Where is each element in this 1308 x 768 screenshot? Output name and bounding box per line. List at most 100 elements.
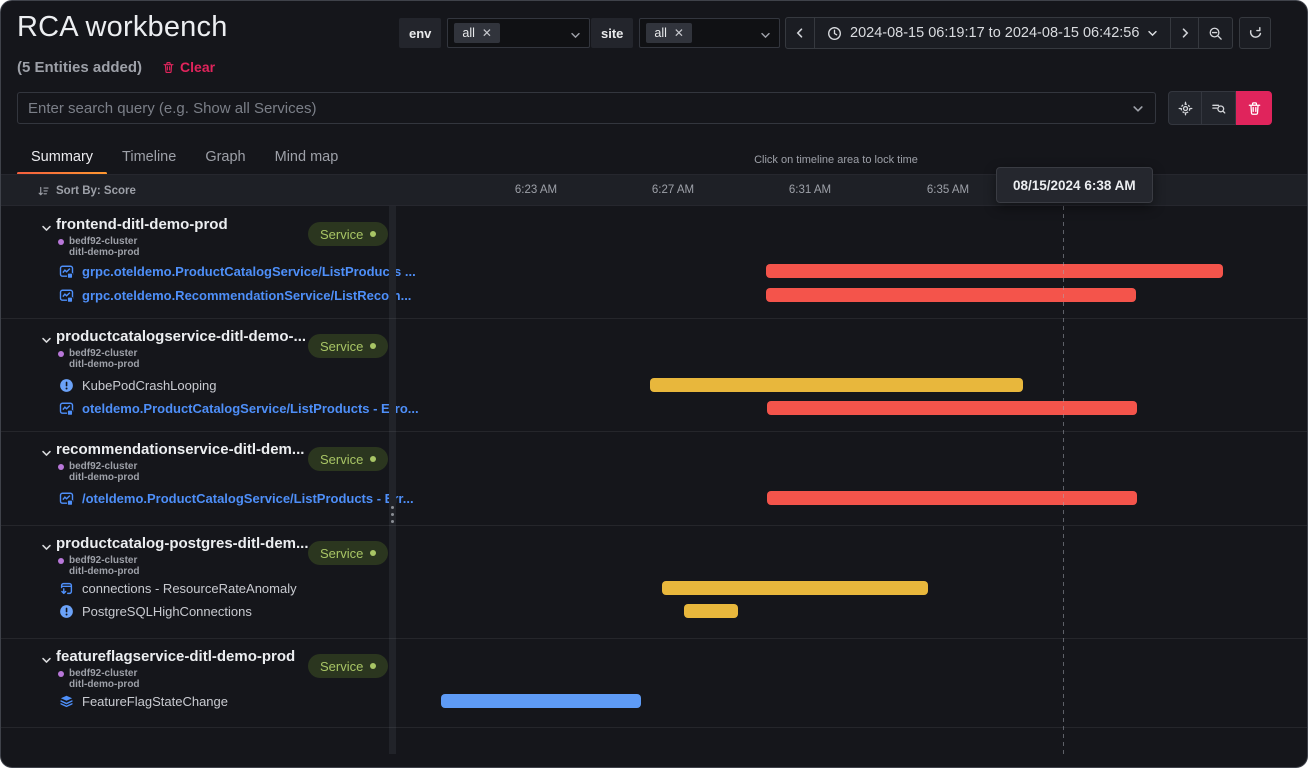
entity-name[interactable]: productcatalog-postgres-ditl-dem... — [56, 535, 309, 552]
entity-name[interactable]: productcatalogservice-ditl-demo-... — [56, 328, 307, 345]
row-separator — [1, 431, 1307, 432]
clear-entities-button[interactable]: Clear — [156, 58, 221, 76]
entity-item[interactable]: grpc.oteldemo.RecommendationService/List… — [59, 286, 411, 304]
delete-query-button[interactable] — [1236, 91, 1272, 125]
tab-summary[interactable]: Summary — [17, 140, 108, 175]
item-label[interactable]: grpc.oteldemo.ProductCatalogService/List… — [82, 263, 416, 279]
chevron-down-icon[interactable] — [1132, 102, 1144, 120]
env-chip-value: all — [462, 26, 475, 40]
clear-label: Clear — [180, 59, 216, 75]
time-shift-back-button[interactable] — [786, 18, 814, 48]
axis-tick: 6:23 AM — [514, 184, 558, 196]
chevron-down-icon[interactable] — [41, 540, 52, 558]
axis-tick: 6:31 AM — [788, 184, 832, 196]
cluster-dot-icon — [58, 558, 64, 564]
timeline-bar-red[interactable] — [766, 288, 1136, 302]
entity-item[interactable]: oteldemo.ProductCatalogService/ListProdu… — [59, 399, 419, 417]
namespace-label: ditl-demo-prod — [69, 472, 140, 483]
refresh-button[interactable] — [1239, 17, 1271, 49]
entities-summary-row: (5 Entities added) Clear — [17, 58, 221, 76]
sort-by-button[interactable]: Sort By: Score — [37, 175, 136, 207]
search-list-icon — [1212, 104, 1226, 114]
trace-icon — [59, 264, 74, 279]
timeline-bar-yellow[interactable] — [650, 378, 1023, 392]
tab-mind-map[interactable]: Mind map — [261, 140, 353, 173]
entity-name[interactable]: recommendationservice-ditl-dem... — [56, 441, 305, 458]
clock-icon — [828, 26, 841, 40]
namespace-label: ditl-demo-prod — [69, 566, 140, 577]
timeline-bar-red[interactable] — [767, 401, 1137, 415]
time-range-button[interactable]: 2024-08-15 06:19:17 to 2024-08-15 06:42:… — [814, 18, 1170, 48]
time-cursor-line — [1063, 206, 1064, 754]
chevron-down-icon[interactable] — [41, 333, 52, 351]
site-filter-chip: all ✕ — [646, 23, 692, 43]
trace-icon — [59, 491, 74, 506]
entity-name[interactable]: frontend-ditl-demo-prod — [56, 216, 228, 233]
item-label[interactable]: grpc.oteldemo.RecommendationService/List… — [82, 287, 412, 303]
tab-graph[interactable]: Graph — [191, 140, 259, 173]
service-badge: Service — [308, 334, 389, 358]
panel-splitter[interactable] — [389, 206, 396, 754]
entity-item[interactable]: /oteldemo.ProductCatalogService/ListProd… — [59, 489, 414, 507]
item-label[interactable]: /oteldemo.ProductCatalogService/ListProd… — [82, 490, 414, 506]
timeline-bar-red[interactable] — [766, 264, 1223, 278]
time-cursor-tooltip-label: 08/15/2024 6:38 AM — [1013, 177, 1136, 193]
env-filter-select[interactable]: all ✕ — [447, 18, 591, 48]
search-input[interactable] — [17, 92, 1156, 124]
entity-item[interactable]: PostgreSQLHighConnections — [59, 602, 252, 620]
page-title: RCA workbench — [17, 11, 228, 43]
row-separator — [1, 525, 1307, 526]
site-chip-value: all — [654, 26, 667, 40]
row-separator — [1, 638, 1307, 639]
cluster-label: bedf92-cluster — [69, 348, 138, 359]
cluster-dot-icon — [58, 671, 64, 677]
entity-name[interactable]: featureflagservice-ditl-demo-prod — [56, 648, 296, 665]
trace-icon — [59, 401, 74, 416]
timeline-bar-yellow[interactable] — [684, 604, 738, 618]
entity-item[interactable]: connections - ResourceRateAnomaly — [59, 579, 297, 597]
entity-panel: frontend-ditl-demo-prod Service bedf92-clu… — [1, 206, 419, 767]
alert-info-icon — [59, 378, 74, 393]
entity-item[interactable]: grpc.oteldemo.ProductCatalogService/List… — [59, 262, 416, 280]
chevron-down-icon — [1148, 30, 1158, 36]
cluster-label: bedf92-cluster — [69, 236, 138, 247]
time-range-label: 2024-08-15 06:19:17 to 2024-08-15 06:42:… — [850, 25, 1140, 41]
site-filter-select[interactable]: all ✕ — [639, 18, 781, 48]
zoom-out-icon — [1210, 27, 1223, 40]
tabs: Summary Timeline Graph Mind map — [17, 140, 353, 175]
zoom-out-time-button[interactable] — [1198, 18, 1232, 48]
entity-group: productcatalog-postgres-ditl-dem... Servi… — [1, 525, 389, 638]
row-separator — [1, 318, 1307, 319]
chevron-down-icon[interactable] — [41, 653, 52, 671]
settings-button[interactable] — [1168, 91, 1202, 125]
entity-item[interactable]: KubePodCrashLooping — [59, 376, 216, 394]
namespace-label: ditl-demo-prod — [69, 247, 140, 258]
env-filter-label: env — [399, 18, 442, 48]
timeline-chart-panel[interactable] — [397, 206, 1307, 767]
entities-count: (5 Entities added) — [17, 58, 143, 76]
timeline-bar-yellow[interactable] — [662, 581, 928, 595]
main-area: frontend-ditl-demo-prod Service bedf92-clu… — [1, 206, 1307, 767]
chevron-down-icon[interactable] — [41, 446, 52, 464]
site-filter: site all ✕ — [591, 18, 781, 48]
service-badge-label: Service — [320, 545, 364, 561]
time-shift-forward-button[interactable] — [1170, 18, 1198, 48]
query-inspect-button[interactable] — [1202, 91, 1236, 125]
timeline-bar-red[interactable] — [767, 491, 1137, 505]
row-separator — [1, 727, 1307, 728]
cluster-label: bedf92-cluster — [69, 461, 138, 472]
chevron-down-icon[interactable] — [41, 221, 52, 239]
entity-item[interactable]: FeatureFlagStateChange — [59, 692, 228, 710]
sort-icon — [38, 186, 49, 195]
alert-info-icon — [59, 604, 74, 619]
timeline-bar-blue[interactable] — [441, 694, 641, 708]
trace-icon — [59, 288, 74, 303]
item-label[interactable]: oteldemo.ProductCatalogService/ListProdu… — [82, 400, 419, 416]
env-filter: env all ✕ — [399, 18, 591, 48]
remove-site-filter-icon[interactable]: ✕ — [673, 26, 684, 40]
item-label: KubePodCrashLooping — [82, 377, 217, 393]
remove-env-filter-icon[interactable]: ✕ — [481, 26, 492, 40]
item-label: PostgreSQLHighConnections — [82, 603, 252, 619]
item-label: connections - ResourceRateAnomaly — [82, 580, 297, 596]
tab-timeline[interactable]: Timeline — [108, 140, 190, 173]
